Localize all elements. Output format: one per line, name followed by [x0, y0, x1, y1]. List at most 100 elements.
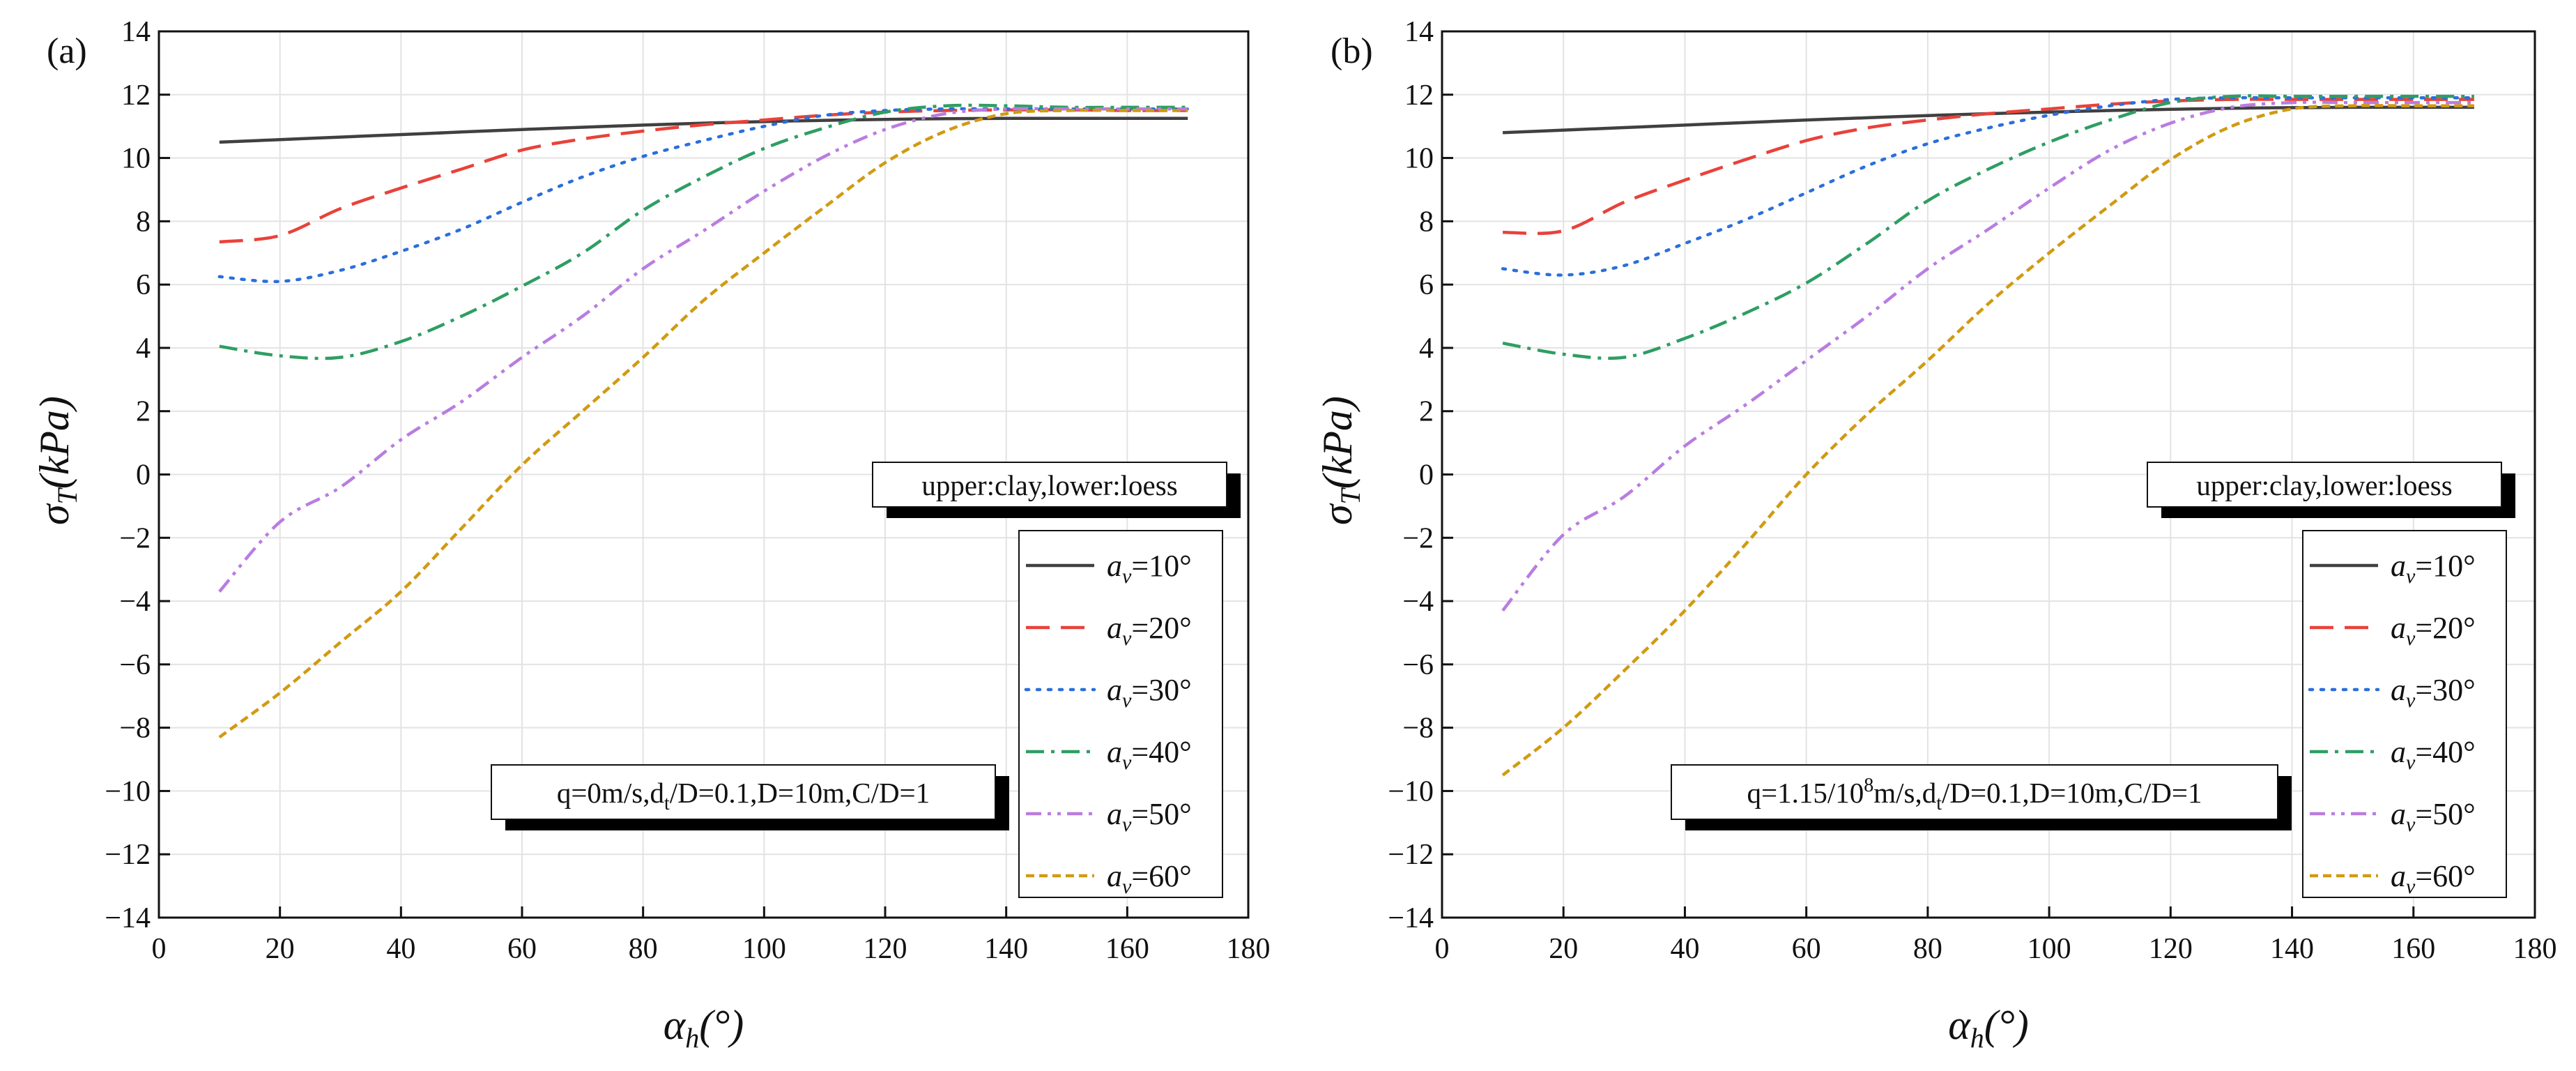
y-tick-label: −10: [1388, 775, 1434, 807]
y-tick-label: −4: [119, 586, 151, 618]
series-line-60deg: [1501, 104, 2474, 777]
legend-label: av=50°: [1107, 797, 1192, 836]
legend-label: av=60°: [2391, 859, 2476, 898]
y-tick-label: −14: [1388, 902, 1434, 934]
x-tick-label: 60: [1792, 933, 1821, 965]
y-tick-label: 0: [136, 459, 151, 492]
series-line-60deg: [218, 108, 1188, 739]
box-frame: [872, 462, 1227, 508]
x-tick-label: 120: [864, 933, 907, 965]
x-axis: 0 20 40 60 80 100 120 140 160 180: [1435, 906, 2557, 965]
series-line-50deg: [1501, 100, 2474, 612]
legend-label: av=20°: [2391, 611, 2476, 650]
box-frame: [2147, 462, 2502, 508]
parameter-box: q=0m/s,dt/D=0.1,D=10m,C/D=1: [491, 764, 1009, 830]
legend: av=10° av=20° av=30° av=40° av=50° av=60°: [1018, 530, 1223, 898]
y-tick-label: 8: [136, 206, 151, 238]
x-axis: 0 20 40 60 80 100 120 140 160 180: [152, 906, 1271, 965]
y-tick-label: −4: [1402, 586, 1434, 618]
y-tick-label: 14: [121, 16, 151, 48]
legend-label: av=20°: [1107, 611, 1192, 650]
legend-label: av=30°: [1107, 673, 1192, 712]
y-tick-label: 2: [136, 396, 151, 428]
y-axis: −14 −12 −10 −8 −6 −4 −2 0 2 4 6 8 10 12 14: [105, 16, 170, 934]
y-tick-label: 4: [136, 333, 151, 365]
y-tick-label: 10: [121, 143, 151, 175]
y-tick-label: −6: [1402, 649, 1434, 681]
x-tick-label: 0: [1435, 933, 1450, 965]
series-line-30deg: [217, 107, 1190, 284]
series-group: [217, 103, 1190, 739]
box-frame: [491, 764, 996, 820]
y-tick-label: 2: [1419, 396, 1434, 428]
x-axis-title: αh(°): [664, 1002, 744, 1054]
y-tick-label: 12: [1404, 79, 1434, 112]
y-tick-label: 4: [1419, 333, 1434, 365]
x-tick-label: 100: [2027, 933, 2071, 965]
legend: av=10° av=20° av=30° av=40° av=50° av=60°: [2302, 530, 2507, 898]
x-tick-label: 180: [1227, 933, 1271, 965]
x-axis-title: αh(°): [1948, 1002, 2028, 1054]
legend-frame: [2302, 530, 2507, 898]
y-tick-label: −12: [105, 839, 151, 871]
y-axis: −14 −12 −10 −8 −6 −4 −2 0 2 4 6 8 10 12 14: [1388, 16, 1453, 934]
x-tick-label: 140: [2270, 933, 2314, 965]
chart-panel-a: 0 20 40 60 80 100 120 140 160 180−14−12−10−8−6−4−…: [31, 16, 1271, 1054]
x-tick-label: 160: [1105, 933, 1149, 965]
legend-label: av=40°: [2391, 735, 2476, 774]
x-tick-label: 40: [386, 933, 415, 965]
panel-label: (b): [1331, 31, 1373, 71]
x-tick-label: 20: [1549, 933, 1578, 965]
legend-label: av=30°: [2391, 673, 2476, 712]
y-tick-label: 8: [1419, 206, 1434, 238]
x-tick-label: 140: [984, 933, 1028, 965]
x-tick-label: 0: [152, 933, 167, 965]
y-tick-label: 14: [1404, 16, 1434, 48]
y-tick-label: 12: [121, 79, 151, 112]
series-line-30deg: [1501, 96, 2476, 277]
y-tick-label: 10: [1404, 143, 1434, 175]
parameter-box: q=1.15/108m/s,dt/D=0.1,D=10m,C/D=1: [1671, 764, 2292, 830]
y-tick-label: 6: [1419, 269, 1434, 301]
y-tick-label: −8: [119, 713, 151, 745]
x-tick-label: 20: [266, 933, 295, 965]
soil-annotation-text: upper:clay,lower:loess: [921, 469, 1177, 501]
x-tick-label: 100: [742, 933, 786, 965]
x-tick-label: 180: [2513, 933, 2557, 965]
x-tick-label: 60: [507, 933, 537, 965]
parameter-text: q=0m/s,dt/D=0.1,D=10m,C/D=1: [557, 777, 930, 814]
chart-panel-b: 0 20 40 60 80 100 120 140 160 180−14−12−10−8−6−4−…: [1314, 16, 2557, 1054]
x-tick-label: 160: [2391, 933, 2435, 965]
parameter-text: q=1.15/108m/s,dt/D=0.1,D=10m,C/D=1: [1747, 775, 2202, 814]
series-group: [1501, 94, 2476, 777]
y-tick-label: −12: [1388, 839, 1434, 871]
legend-label: av=10°: [1107, 549, 1192, 588]
y-tick-label: 0: [1419, 459, 1434, 492]
series-line-40deg: [219, 103, 1188, 360]
x-tick-label: 120: [2149, 933, 2193, 965]
series-line-40deg: [1502, 94, 2474, 360]
soil-annotation-box: upper:clay,lower:loess: [872, 462, 1241, 518]
y-tick-label: −8: [1402, 713, 1434, 745]
y-tick-label: 6: [136, 269, 151, 301]
legend-frame: [1018, 530, 1223, 898]
y-axis-title: σT(kPa): [31, 396, 83, 525]
legend-label: av=60°: [1107, 859, 1192, 898]
x-tick-label: 80: [1913, 933, 1942, 965]
y-tick-label: −2: [119, 522, 151, 554]
soil-annotation-text: upper:clay,lower:loess: [2196, 469, 2452, 501]
y-tick-label: −2: [1402, 522, 1434, 554]
series-line-10deg: [219, 116, 1188, 144]
series-line-20deg: [1503, 98, 2474, 236]
panel-label: (a): [47, 31, 87, 71]
x-tick-label: 40: [1670, 933, 1699, 965]
series-line-50deg: [218, 107, 1188, 593]
legend-label: av=40°: [1107, 735, 1192, 774]
legend-label: av=50°: [2391, 797, 2476, 836]
y-tick-label: −6: [119, 649, 151, 681]
x-tick-label: 80: [629, 933, 658, 965]
y-tick-label: −10: [105, 775, 151, 807]
box-frame: [1671, 764, 2278, 820]
y-tick-label: −14: [105, 902, 151, 934]
